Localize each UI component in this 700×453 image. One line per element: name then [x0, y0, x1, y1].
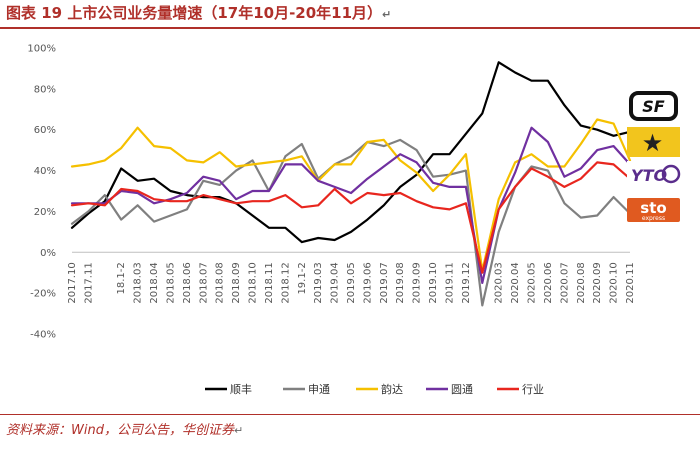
- y-tick-label: 40%: [34, 166, 56, 177]
- x-tick-label: 2020.08: [576, 262, 587, 303]
- y-tick-label: 0%: [40, 248, 56, 259]
- yto-logo-ring: [661, 164, 681, 184]
- sto-logo-bg: [627, 198, 680, 222]
- line-chart: -40%-20%0%20%40%60%80%100% 2017.10 2017.1…: [27, 44, 681, 396]
- legend-label: 申通: [308, 383, 330, 396]
- sto-logo-text: sto: [640, 199, 666, 217]
- x-tick-label: 2020.11: [625, 262, 636, 303]
- yto-logo-text: YTO: [631, 166, 668, 185]
- y-tick-label: -20%: [30, 289, 56, 300]
- x-tick-label: 2019.07: [379, 262, 390, 303]
- y-tick-label: -40%: [30, 330, 56, 341]
- x-tick-label: 2019.12: [461, 262, 472, 303]
- x-tick-label: 2018.07: [198, 262, 209, 303]
- x-tick-label: 2019.04: [330, 262, 341, 303]
- x-tick-label: 2019.05: [346, 262, 357, 303]
- legend-label: 韵达: [381, 382, 403, 396]
- source-text: 资料来源：Wind，公司公告，华创证券: [6, 423, 234, 438]
- x-tick-label: 2018.06: [182, 262, 193, 303]
- series-lines: [70, 61, 632, 307]
- x-tick-label: 2020.04: [510, 262, 521, 303]
- y-tick-label: 20%: [34, 207, 56, 218]
- chart-title: 图表 19 上市公司业务量增速（17年10月-20年11月）↵: [6, 2, 391, 23]
- x-tick-label: 2020.09: [592, 262, 603, 303]
- x-tick-label: 2019.11: [444, 262, 455, 303]
- series-line-韵达: [70, 118, 632, 272]
- x-tick-label: 2017.10: [67, 262, 78, 303]
- yunda-logo-star: ★: [642, 129, 664, 157]
- source-note: 资料来源：Wind，公司公告，华创证券↵: [6, 419, 243, 438]
- x-axis: 2017.10 2017.11 18.1-2 2018.03 2018.04 2018.0…: [67, 262, 636, 303]
- sf-logo-text: SF: [642, 97, 665, 116]
- legend-label: 圆通: [451, 383, 473, 396]
- series-line-行业: [70, 161, 632, 274]
- title-divider: [0, 27, 700, 29]
- y-tick-label: 60%: [34, 125, 56, 136]
- x-tick-label: 2019.09: [412, 262, 423, 303]
- x-tick-label: 2018.09: [231, 262, 242, 303]
- chart-title-text: 图表 19 上市公司业务量增速（17年10月-20年11月）: [6, 4, 383, 22]
- x-tick-label: 2018.05: [165, 262, 176, 303]
- x-tick-label: 2019.10: [428, 262, 439, 303]
- x-tick-label: 18.1-2: [116, 262, 127, 294]
- x-tick-label: 2020.10: [609, 262, 620, 303]
- x-tick-label: 2019.06: [362, 262, 373, 303]
- yunda-logo-bg: [627, 127, 680, 157]
- y-tick-label: 80%: [34, 84, 56, 95]
- x-tick-label: 2020.06: [543, 262, 554, 303]
- series-line-顺丰: [70, 61, 632, 244]
- legend: 顺丰 申通 韵达 圆通 行业: [205, 382, 544, 396]
- legend-label: 行业: [522, 383, 544, 396]
- series-line-申通: [70, 138, 632, 307]
- y-axis: -40% -20% 0% 20% 40% 60% 80% 100%: [27, 44, 630, 341]
- x-tick-label: 2018.03: [133, 262, 144, 303]
- x-tick-label: 2018.12: [280, 262, 291, 303]
- x-tick-label: 2019.03: [313, 262, 324, 303]
- x-tick-label: 2020.07: [559, 262, 570, 303]
- series-line-圆通: [70, 126, 632, 284]
- x-tick-label: 2019.08: [395, 262, 406, 303]
- legend-label: 顺丰: [230, 383, 252, 396]
- x-tick-label: 2018.10: [248, 262, 259, 303]
- x-tick-label: 2018.08: [215, 262, 226, 303]
- paragraph-mark-icon: ↵: [382, 8, 392, 21]
- x-tick-label: 2020.05: [527, 262, 538, 303]
- x-tick-label: 2020.03: [494, 262, 505, 303]
- sto-logo-subtext: express: [642, 215, 665, 222]
- y-tick-label: 100%: [27, 44, 56, 55]
- x-tick-label: 19.1-2: [297, 262, 308, 294]
- x-tick-label: 2018.11: [264, 262, 275, 303]
- paragraph-mark-icon: ↵: [233, 424, 244, 437]
- x-tick-label: 2017.11: [83, 262, 94, 303]
- footer-divider: [0, 414, 700, 415]
- sf-logo-frame: [629, 91, 678, 121]
- x-tick-label: 2018.04: [149, 262, 160, 303]
